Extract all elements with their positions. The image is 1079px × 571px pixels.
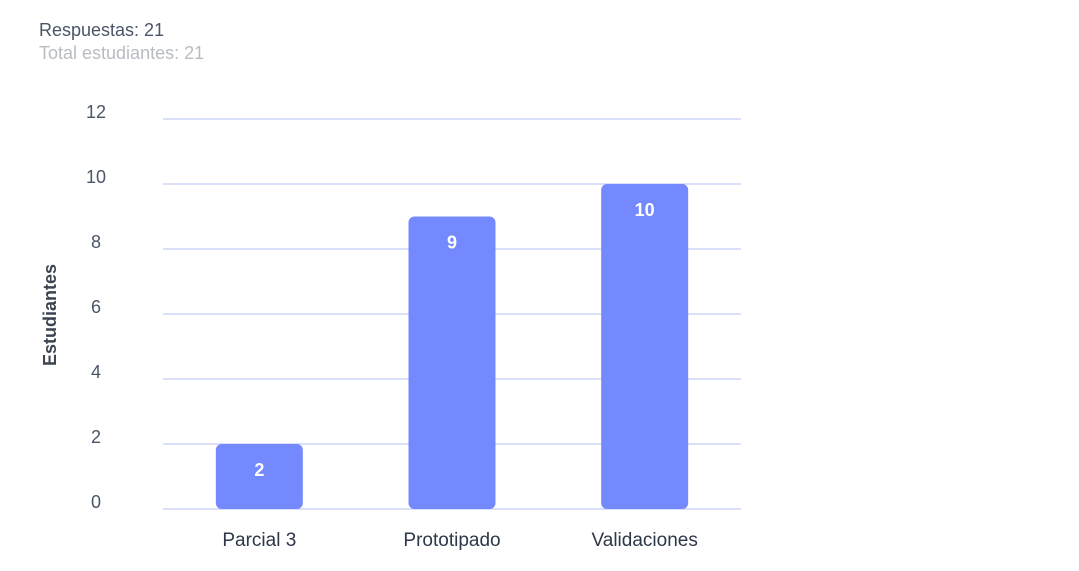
y-tick-label: 0: [91, 492, 101, 512]
total-students: Total estudiantes: 21: [39, 43, 205, 63]
x-category-label: Validaciones: [592, 530, 698, 551]
bars: [215, 184, 689, 510]
bar-parcial-3[interactable]: [215, 444, 303, 509]
y-axis-ticks: 0 2 4 6 8 10 12: [86, 102, 106, 512]
y-tick-label: 4: [91, 362, 101, 382]
data-label: 9: [447, 233, 457, 253]
data-label: 10: [635, 200, 655, 220]
y-tick-label: 8: [91, 232, 101, 252]
data-label: 2: [254, 460, 264, 480]
x-axis-categories: Parcial 3 Prototipado Validaciones: [222, 530, 697, 551]
y-tick-label: 12: [86, 102, 106, 122]
bar-validaciones[interactable]: [601, 184, 689, 509]
y-tick-label: 2: [91, 427, 101, 447]
y-axis-title: Estudiantes: [40, 264, 60, 366]
responses-summary: Respuestas: 21 Total estudiantes: 21: [39, 19, 204, 65]
x-category-label: Prototipado: [403, 530, 500, 551]
data-labels: 2 9 10: [254, 200, 654, 480]
responses-count: Respuestas: 21: [39, 20, 165, 40]
bar-prototipado[interactable]: [408, 216, 496, 510]
y-tick-label: 6: [91, 297, 101, 317]
y-tick-label: 10: [86, 167, 106, 187]
x-category-label: Parcial 3: [222, 530, 296, 551]
